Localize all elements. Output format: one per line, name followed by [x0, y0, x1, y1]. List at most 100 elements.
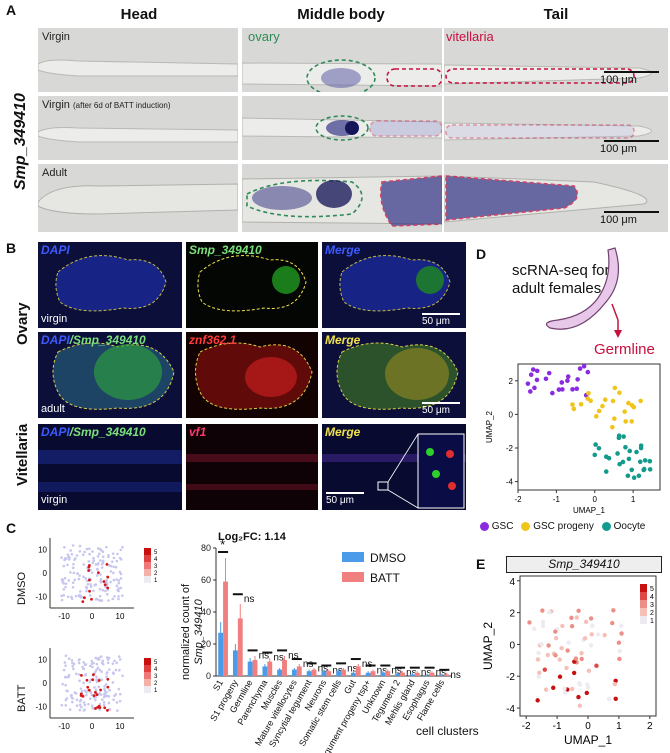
umap-c-point	[79, 595, 82, 599]
sig-ns: ns	[450, 670, 461, 681]
umap-c-y-tick: 0	[43, 679, 48, 688]
umap-e-point	[565, 648, 570, 653]
umap-c-colorbar-tick: 4	[154, 557, 158, 563]
umap-e-point	[569, 686, 575, 692]
umap-c-x-tick: 10	[116, 722, 125, 731]
umap-d-progeny-point	[596, 408, 602, 414]
sig-ns: ns	[421, 668, 432, 679]
umap-d-oocyte-point	[636, 473, 642, 479]
umap-c-point	[103, 692, 107, 695]
umap-d-gsc-point	[565, 374, 571, 379]
umap-c-point	[100, 661, 104, 665]
bar-batt	[385, 671, 391, 676]
umap-c-point	[117, 579, 121, 582]
sig-ns: ns	[332, 666, 343, 677]
umap-c-y-tick: -10	[35, 702, 47, 711]
umap-c-point	[108, 668, 111, 671]
fluor-r2-label: DAPI/Smp_349410	[41, 333, 146, 347]
umap-c-point	[102, 703, 106, 707]
legend-oocyte-label: Oocyte	[613, 521, 646, 532]
bar-y-tick-label: 0	[206, 671, 211, 681]
umap-c-hot-point	[88, 578, 91, 582]
umap-c-point	[99, 559, 102, 562]
umap-c-point	[87, 702, 90, 706]
umap-c-point	[86, 582, 90, 586]
umap-c-point	[92, 559, 96, 562]
bar-dmso	[321, 671, 327, 676]
umap-c-point	[118, 556, 122, 560]
umap-c-point	[60, 703, 64, 707]
umap-c-point	[85, 693, 88, 697]
umap-c-point	[77, 658, 81, 662]
umap-e-point	[577, 681, 582, 686]
umap-e-point	[619, 631, 624, 636]
umap-c-point	[119, 586, 123, 590]
umap-d-gsc-point	[556, 387, 562, 392]
umap-c-point	[89, 583, 93, 586]
umap-d-progeny-point	[593, 414, 599, 419]
fluor-r1-merge: Merge	[325, 243, 361, 257]
umap-d-progeny-point	[610, 398, 616, 404]
umap-c-point	[64, 664, 67, 667]
umap-c-hot-point	[94, 707, 97, 710]
scale-label-row1: 100 μm	[600, 74, 637, 86]
worm-illustration	[545, 247, 622, 338]
umap-c-point	[109, 570, 113, 573]
umap-c-point	[69, 694, 73, 697]
umap-c-point	[121, 674, 124, 678]
fluor-r1-corner: virgin	[41, 313, 68, 325]
umap-c-point	[75, 672, 78, 676]
umap-d-oocyte-point	[631, 475, 637, 481]
umap-c-x-tick: -10	[58, 722, 70, 731]
bar-ylabel: normalized count of Smp_349410	[180, 584, 206, 680]
umap-c-point	[96, 547, 100, 550]
fluor-r2-dapi: DAPI	[41, 333, 70, 347]
umap-c-point	[85, 589, 88, 593]
umap-c-point	[94, 698, 97, 702]
umap-c-colorbar-tick: 2	[154, 681, 158, 687]
fluor-r2c2	[186, 332, 318, 418]
umap-d-gsc-point	[570, 387, 575, 392]
umap-e-x-tick: -1	[553, 721, 562, 732]
umap-c-hot-point	[106, 708, 109, 712]
umap-e-point	[569, 623, 575, 629]
sig-ns: ns	[377, 666, 388, 677]
fluor-r2c1	[38, 332, 182, 418]
umap-c-point	[88, 680, 92, 684]
umap-d-gsc-point	[527, 389, 533, 394]
umap-c-hot-point	[103, 706, 107, 710]
umap-d-progeny-point	[610, 424, 615, 430]
sig-ns: ns	[244, 594, 255, 605]
umap-c-point	[105, 545, 108, 549]
umap-c-point	[63, 661, 67, 664]
umap-c-point	[117, 687, 121, 691]
umap-c-x-tick: 0	[90, 722, 95, 731]
umap-d-progeny-point	[629, 419, 634, 424]
umap-c-colorbar-tick: 4	[154, 667, 158, 673]
umap-c-point	[70, 658, 74, 662]
fluor-r3-label: DAPI/Smp_349410	[41, 425, 146, 439]
umap-c-point	[64, 704, 68, 707]
fluor-r3-merge: Merge	[325, 425, 361, 439]
ovary-label: ovary	[248, 29, 280, 44]
umap-c-point	[107, 656, 111, 660]
umap-c-hot-point	[87, 565, 91, 569]
umap-e-point	[560, 623, 565, 629]
umap-c-point	[92, 661, 95, 665]
bar-y-tick-label: 40	[201, 607, 211, 617]
umap-c-point	[82, 563, 86, 566]
umap-d-gsc-point	[581, 363, 587, 369]
umap-c-point	[103, 687, 106, 691]
umap-c-hot-point	[81, 600, 85, 603]
umap-e-point	[540, 608, 545, 613]
umap-c-point	[114, 668, 118, 672]
bar-dmso	[247, 661, 253, 676]
umap-c-point	[96, 555, 100, 558]
bar-batt	[341, 669, 346, 676]
umap-e-point	[582, 636, 588, 641]
umap-d-frame	[517, 363, 661, 491]
umap-d-oocyte-point	[623, 444, 628, 450]
umap-c-hot-point	[106, 575, 110, 579]
bar-batt	[414, 672, 420, 676]
umap-e-xlabel: UMAP_1	[564, 733, 612, 747]
